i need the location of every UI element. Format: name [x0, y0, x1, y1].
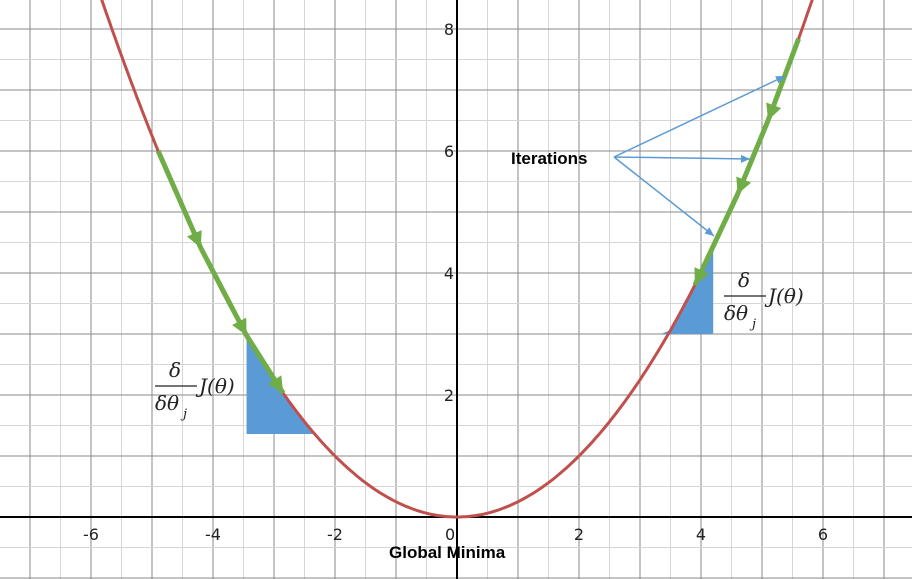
x-tick-label: -6 — [83, 525, 99, 544]
callout-arrow-icon — [704, 227, 714, 236]
arrow-head-icon — [187, 230, 202, 248]
callout-line — [613, 156, 751, 160]
x-tick-label: 2 — [574, 525, 584, 544]
x-tick-label: -2 — [327, 525, 343, 544]
tangent-triangle — [660, 247, 714, 334]
gradient-steps — [155, 37, 801, 395]
x-tick-label: -4 — [205, 525, 221, 544]
step-arrow — [198, 246, 249, 337]
tick-labels: -6 -4 -2 0 2 4 6 2 4 6 8 — [83, 20, 828, 544]
tangent-triangles — [246, 247, 714, 437]
iterations-label: Iterations — [511, 149, 588, 168]
tangent-triangle — [246, 335, 317, 437]
derivative-subscript: j — [180, 407, 187, 422]
step-arrow — [692, 193, 740, 287]
derivative-label-left: δ δθ j J(θ) — [155, 358, 235, 422]
callout-arrow-icon — [775, 76, 785, 84]
arrow-head-icon — [766, 102, 782, 121]
derivative-function: J(θ) — [195, 374, 235, 398]
step-arrow — [155, 149, 204, 249]
iteration-callouts — [613, 75, 786, 237]
y-tick-label: 8 — [444, 20, 454, 39]
arrow-head-icon — [267, 375, 284, 394]
arrow-head-icon — [694, 267, 709, 286]
x-tick-label: 4 — [696, 525, 706, 544]
arrow-head-icon — [232, 317, 247, 336]
derivative-denominator: δθ — [724, 301, 748, 325]
arrow-head-icon — [736, 176, 752, 195]
derivative-numerator: δ — [169, 358, 181, 382]
derivative-denominator: δθ — [155, 391, 179, 415]
derivative-label-right: δ δθ j J(θ) — [724, 268, 804, 332]
callout-line — [613, 75, 786, 158]
y-tick-label: 6 — [444, 142, 454, 161]
derivative-subscript: j — [749, 317, 756, 332]
x-tick-label: 6 — [818, 525, 828, 544]
x-tick-label: 0 — [445, 525, 455, 544]
y-tick-label: 2 — [444, 386, 454, 405]
callout-arrow-icon — [740, 154, 750, 163]
derivative-numerator: δ — [738, 268, 750, 292]
derivative-function: J(θ) — [764, 284, 804, 308]
global-minima-label: Global Minima — [389, 543, 506, 562]
callout-line — [613, 156, 715, 237]
y-tick-label: 4 — [444, 264, 454, 283]
